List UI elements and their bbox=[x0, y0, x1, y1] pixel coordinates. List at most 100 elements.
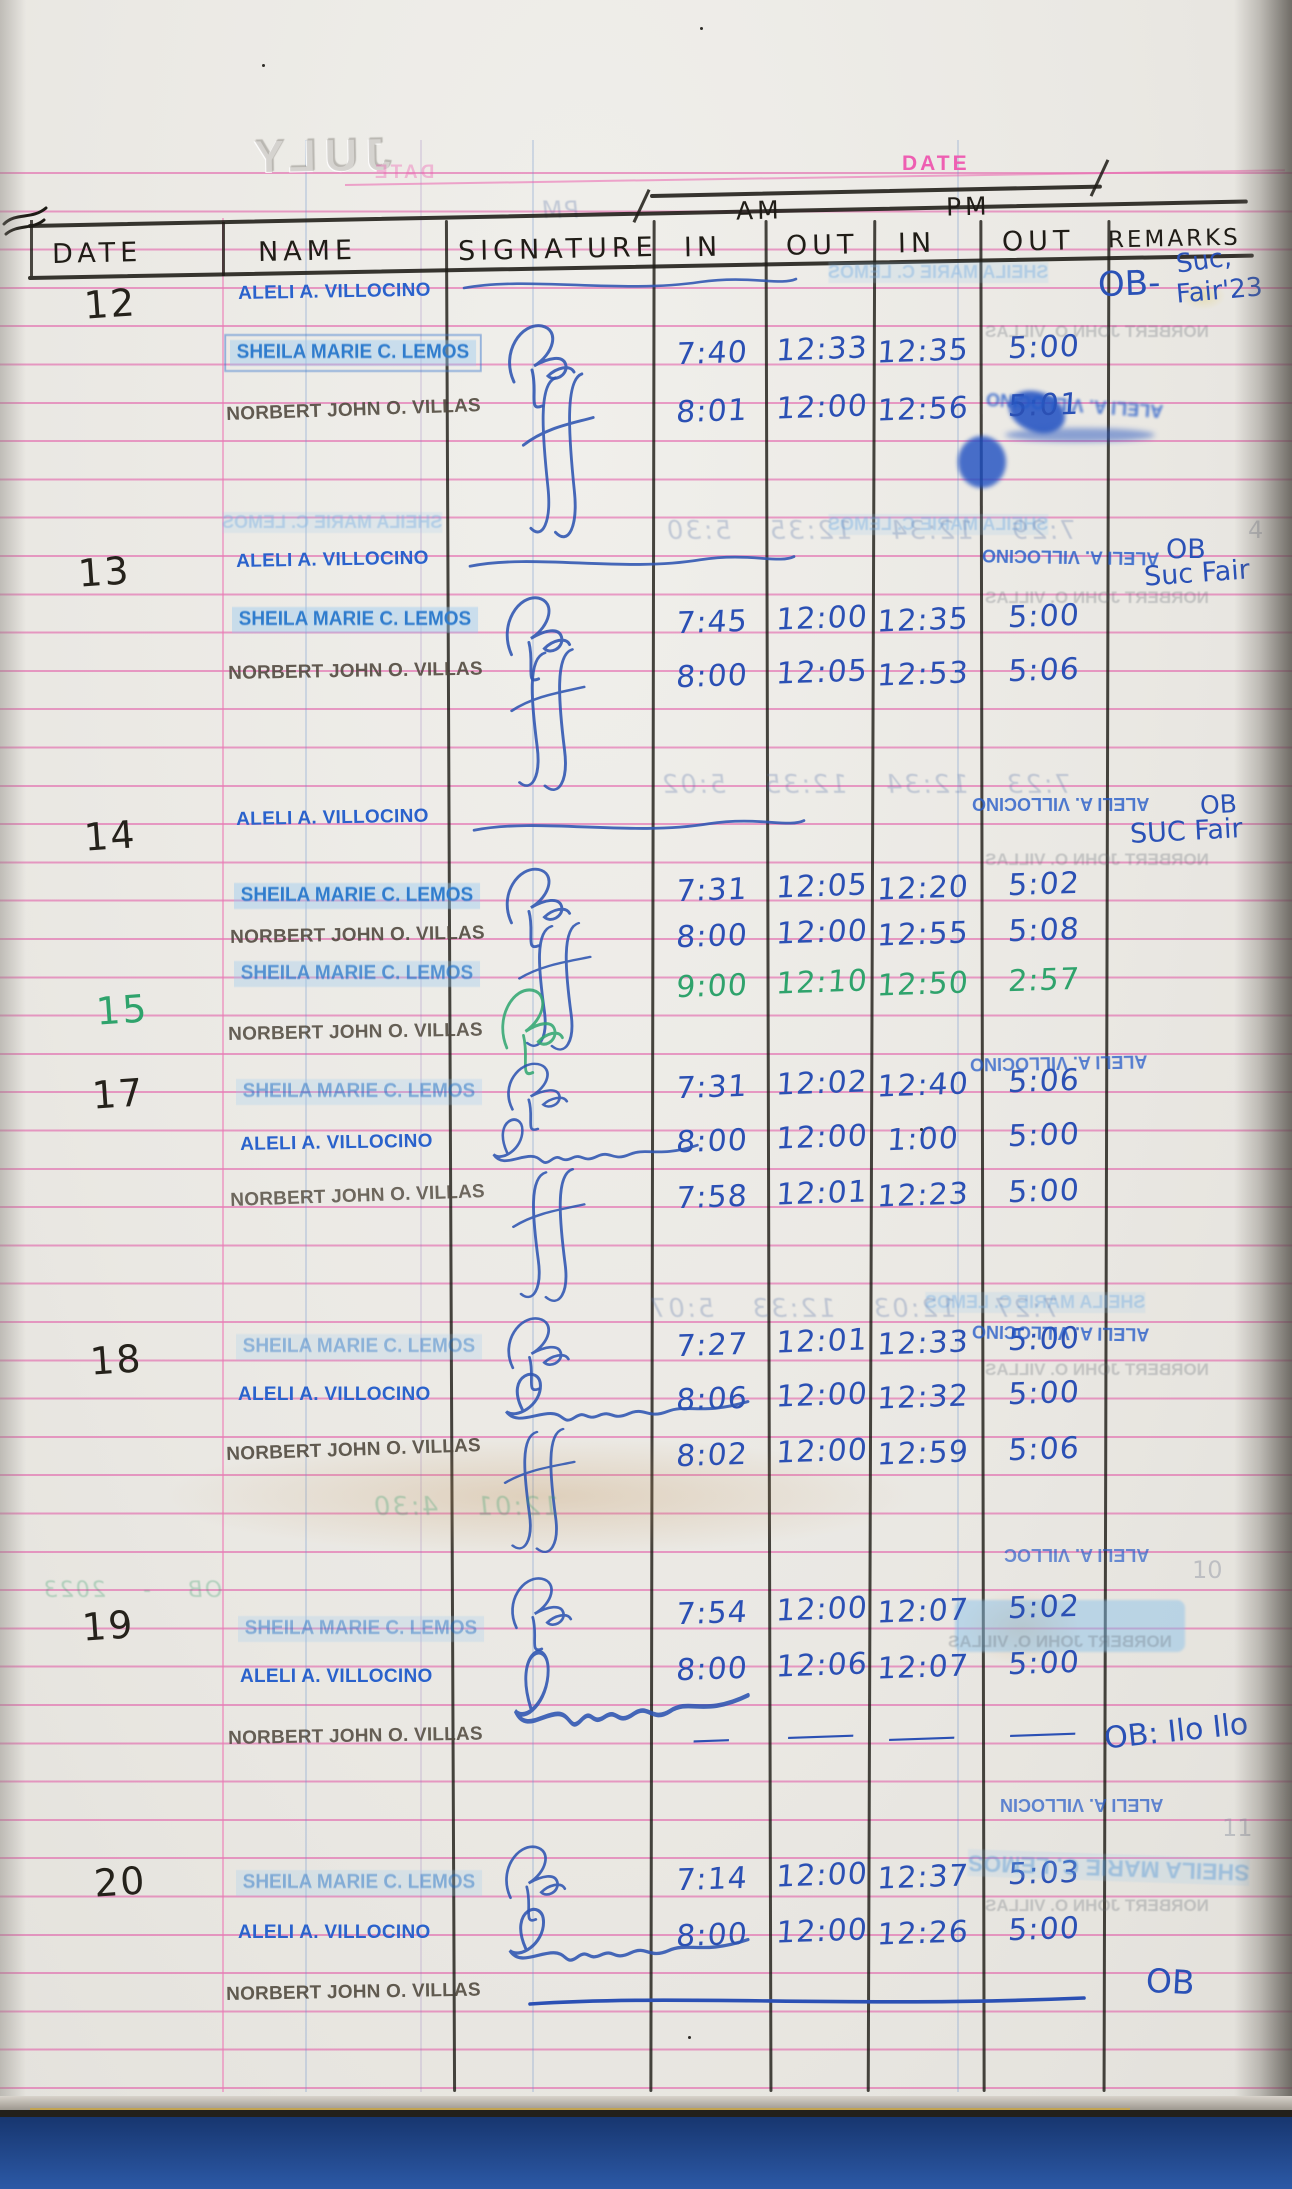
signature-mark bbox=[507, 1062, 569, 1131]
time-cell-pm-in: 12:37 bbox=[875, 1858, 971, 1897]
time-cell-am-out: 12:01 bbox=[774, 1174, 870, 1213]
name-stamp: NORBERT JOHN O. VILLAS bbox=[226, 395, 482, 425]
time-cell-pm-in: 12:56 bbox=[875, 390, 971, 429]
name-stamp: SHEILA MARIE C. LEMOS bbox=[238, 1616, 484, 1642]
time-cell-pm-in: 12:07 bbox=[875, 1592, 971, 1631]
time-cell-am-in: 8:00 bbox=[674, 657, 750, 696]
page-edge-right bbox=[1234, 0, 1292, 2189]
remark-note: OB: Ilo Ilo bbox=[1102, 1706, 1250, 1757]
date-number: 14 bbox=[82, 812, 138, 860]
ghost-bleed-script: 7:23 12:34 12:35 5:02 bbox=[658, 770, 1073, 800]
signature-mark bbox=[468, 555, 796, 568]
margin-scribble bbox=[2, 206, 48, 236]
name-stamp: NORBERT JOHN O. VILLAS bbox=[228, 658, 483, 684]
time-cell-am-out: 12:02 bbox=[774, 1064, 870, 1103]
time-cell-am-in: 7:45 bbox=[674, 603, 750, 642]
edge-mark: 10 bbox=[1192, 1556, 1223, 1584]
time-cell-pm-out: 5:02 bbox=[1006, 1588, 1082, 1627]
time-cell-pm-out: 5:00 bbox=[1006, 1116, 1082, 1155]
time-cell-am-in: 7:14 bbox=[674, 1860, 750, 1899]
time-cell-am-out: 12:00 bbox=[774, 1590, 870, 1629]
name-stamp: SHEILA MARIE C. LEMOS bbox=[232, 607, 478, 633]
time-cell-am-out: 12:33 bbox=[774, 330, 870, 369]
time-cell-pm-out: 5:08 bbox=[1006, 911, 1082, 950]
time-cell-am-out: 12:00 bbox=[774, 913, 870, 952]
remark-note: SUC Fair bbox=[1129, 813, 1244, 850]
time-cell-am-in: 8:00 bbox=[674, 917, 750, 956]
time-cell-am-out: 12:00 bbox=[774, 599, 870, 638]
time-cell-am-in: 7:27 bbox=[674, 1326, 750, 1365]
date-number: 13 bbox=[76, 548, 132, 596]
time-cell-am-out: 12:05 bbox=[774, 867, 870, 906]
time-cell-pm-in: 12:35 bbox=[875, 601, 971, 640]
time-cell-pm-out: 5:06 bbox=[1006, 651, 1082, 690]
signature-mark bbox=[510, 648, 586, 791]
time-cell-pm-in: 12:20 bbox=[875, 869, 971, 908]
time-cell-pm-in: 12:33 bbox=[875, 1324, 971, 1363]
signature-mark bbox=[508, 324, 576, 409]
time-cell-am-out: 12:06 bbox=[774, 1646, 870, 1685]
ghost-bleed-name: SHEILA MARIE C. LEMOS bbox=[222, 512, 443, 533]
time-cell-pm-in: 12:35 bbox=[875, 332, 971, 371]
ghost-stamp-reversed: ALELI A. VILLOCINO bbox=[981, 545, 1160, 569]
time-cell-pm-in: 12:53 bbox=[875, 655, 971, 694]
bleed-vertical-line bbox=[420, 140, 422, 2092]
time-cell-am-in: 7:31 bbox=[674, 871, 750, 910]
signature-mark bbox=[503, 1427, 576, 1554]
ghost-bleed-name: NORBERT JOHN O. VILLAS bbox=[948, 1632, 1172, 1651]
time-cell-pm-in: 12:59 bbox=[875, 1434, 971, 1473]
time-cell-pm-in: 12:55 bbox=[875, 915, 971, 954]
signature-mark bbox=[511, 1577, 573, 1652]
ghost-bleed-name: NORBERT JOHN O. VILLAS bbox=[985, 1360, 1209, 1379]
name-stamp: ALELI A. VILLOCINO bbox=[238, 1384, 431, 1405]
signature-mark bbox=[492, 1118, 699, 1164]
strike-line bbox=[528, 1996, 1086, 2006]
table-left-edge bbox=[30, 220, 33, 276]
bleed-vertical-line bbox=[305, 140, 307, 2092]
name-stamp: NORBERT JOHN O. VILLAS bbox=[226, 1435, 482, 1465]
ghost-bleed-name: NORBERT JOHN O. VILLAS bbox=[985, 850, 1209, 869]
time-cell-am-out: 12:00 bbox=[774, 1912, 870, 1951]
highlighter-band bbox=[955, 1600, 1185, 1652]
table-shadow-line bbox=[0, 2110, 1292, 2119]
ghost-bleed-name: NORBERT JOHN O. VILLAS bbox=[985, 588, 1209, 607]
time-cell-pm-out: 5:02 bbox=[1006, 865, 1082, 904]
signature-mark bbox=[521, 372, 595, 539]
time-cell-pm-in: — bbox=[884, 1718, 962, 1757]
date-number: 12 bbox=[82, 280, 138, 328]
ghost-stamp-reversed: ALELI A. VILLOCINO bbox=[971, 1321, 1150, 1345]
time-cell-pm-out: 5:00 bbox=[1006, 1374, 1082, 1413]
time-cell-pm-in: 12:50 bbox=[875, 965, 971, 1004]
bleed-vertical-line bbox=[957, 140, 959, 2092]
signature-mark bbox=[513, 1649, 750, 1727]
time-cell-am-out: — bbox=[783, 1716, 861, 1755]
time-cell-am-out: 12:00 bbox=[774, 1856, 870, 1895]
ghost-stamp-reversed: ALELI A. VILLOCINO bbox=[969, 1051, 1148, 1075]
signature-mark bbox=[507, 1317, 570, 1392]
time-cell-pm-in: 12:23 bbox=[875, 1176, 971, 1215]
ghost-bleed-script: 7:29 12:34 12:35 5:30 bbox=[663, 516, 1078, 546]
time-cell-am-in: 7:40 bbox=[674, 334, 750, 373]
ruled-lines bbox=[0, 172, 1292, 2097]
name-stamp: NORBERT JOHN O. VILLAS bbox=[228, 1723, 483, 1749]
remark-note: Suc, bbox=[1174, 242, 1234, 280]
time-cell-am-in: 7:31 bbox=[674, 1068, 750, 1107]
signature-mark bbox=[512, 1168, 586, 1302]
ghost-bleed-name: NORBERT JOHN O. VILLAS bbox=[985, 1896, 1209, 1915]
signature-mark bbox=[508, 1907, 750, 1962]
ghost-bleed-script: 7:27 12:03 12:33 5:07 bbox=[646, 1294, 1061, 1324]
ghost-bleed-script: OB - 2023 bbox=[40, 1578, 224, 1603]
name-stamp: NORBERT JOHN O. VILLAS bbox=[230, 1181, 486, 1211]
name-stamp: NORBERT JOHN O. VILLAS bbox=[228, 1019, 483, 1045]
time-cell-pm-out: 5:00 bbox=[1006, 1172, 1082, 1211]
time-cell-pm-out: — bbox=[1005, 1714, 1083, 1753]
signature-mark bbox=[504, 1372, 750, 1422]
remark-note: OB bbox=[1166, 534, 1206, 565]
time-cell-am-out: 12:10 bbox=[774, 963, 870, 1002]
time-cell-pm-in: 12:26 bbox=[875, 1914, 971, 1953]
time-cell-am-in: 8:02 bbox=[674, 1436, 750, 1475]
bleed-vertical-line bbox=[532, 140, 534, 2092]
time-cell-pm-in: 12:40 bbox=[875, 1066, 971, 1105]
